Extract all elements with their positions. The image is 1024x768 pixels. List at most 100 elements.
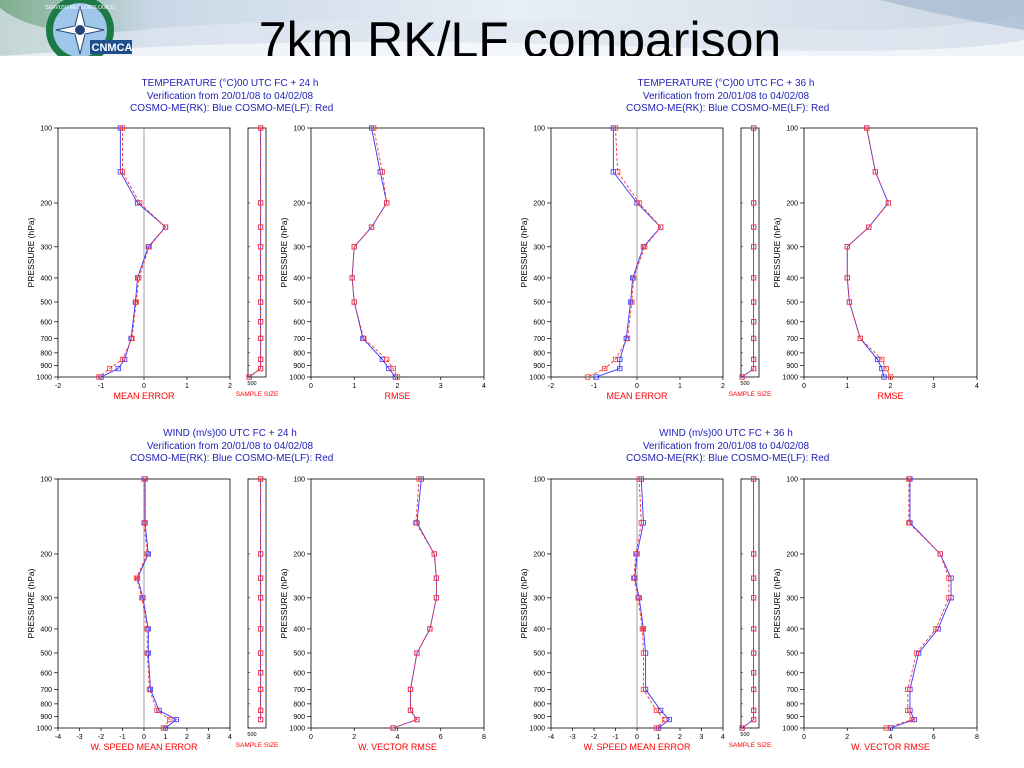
data-point-lf xyxy=(107,365,113,372)
y-tick-label: 200 xyxy=(533,200,545,207)
data-point-lf xyxy=(394,374,401,380)
data-point-lf xyxy=(371,125,377,131)
data-point-lf xyxy=(844,244,850,250)
data-point-lf xyxy=(751,356,757,363)
series-line-lf xyxy=(846,127,891,378)
y-tick-label: 400 xyxy=(40,275,52,282)
x-tick-label: -3 xyxy=(76,734,82,741)
data-point-lf xyxy=(857,335,863,342)
x-tick-label: -1 xyxy=(119,734,125,741)
data-point-lf xyxy=(636,476,642,482)
data-point-lf xyxy=(351,299,357,305)
data-point-lf xyxy=(751,275,757,281)
data-point-lf xyxy=(612,125,619,131)
series-line-lf xyxy=(633,478,666,729)
banner-background xyxy=(0,0,1024,56)
series-line-lf xyxy=(135,479,171,729)
data-point-lf xyxy=(885,200,891,206)
data-point-lf xyxy=(638,520,644,526)
x-tick-label: 2 xyxy=(352,734,356,741)
data-point-lf xyxy=(612,356,619,363)
data-point-lf xyxy=(257,476,264,482)
data-point-lf xyxy=(906,520,912,526)
series-line-lf xyxy=(248,128,262,378)
panel-header-line2: Verification from 20/01/08 to 04/02/08 xyxy=(642,440,810,452)
series-line-rk xyxy=(846,127,889,378)
x-tick-label: -2 xyxy=(591,734,597,741)
y-tick-label: 300 xyxy=(293,595,305,602)
panel-header-temp-24: TEMPERATURE (°C)00 UTC FC + 24 h Verific… xyxy=(130,78,333,116)
series-line-lf xyxy=(393,478,437,729)
y-tick-label: 400 xyxy=(786,626,798,633)
x-tick-label: 4 xyxy=(396,734,400,741)
y-tick-label: 1000 xyxy=(529,726,545,733)
data-point-lf xyxy=(887,374,894,380)
y-tick-label: 300 xyxy=(786,595,798,602)
y-tick-label: 1000 xyxy=(36,375,52,382)
y-tick-label: 600 xyxy=(533,319,545,326)
x-tick-label: 500 xyxy=(247,381,256,387)
data-point-lf xyxy=(257,244,264,250)
series-line-lf xyxy=(741,479,755,729)
data-point-lf xyxy=(635,595,641,601)
x-tick-label: 6 xyxy=(932,734,936,741)
data-point-lf xyxy=(349,275,355,281)
x-tick-label: 1 xyxy=(657,734,661,741)
x-axis-label: MEAN ERROR xyxy=(113,391,175,401)
data-point-lf xyxy=(390,725,396,731)
x-tick-label: 0 xyxy=(142,383,146,390)
y-tick-label: 500 xyxy=(40,300,52,307)
data-point-lf xyxy=(751,626,757,632)
y-tick-label: 600 xyxy=(293,319,305,326)
y-axis-label: PRESSURE (hPa) xyxy=(26,217,36,287)
x-axis-label: SAMPLE SIZE xyxy=(236,391,279,398)
series-line-rk xyxy=(100,128,167,378)
series-line-rk xyxy=(741,128,755,378)
y-tick-label: 700 xyxy=(533,336,545,343)
x-tick-label: 3 xyxy=(439,383,443,390)
data-point-lf xyxy=(946,575,952,581)
plot-frame xyxy=(740,478,760,729)
y-tick-label: 600 xyxy=(40,319,52,326)
y-tick-label: 1000 xyxy=(782,726,798,733)
data-point-lf xyxy=(751,244,757,250)
y-tick-label: 500 xyxy=(533,300,545,307)
y-tick-label: 900 xyxy=(40,714,52,721)
series-line-rk xyxy=(351,127,396,378)
data-point-lf xyxy=(413,520,419,526)
y-tick-label: 900 xyxy=(293,363,305,370)
y-tick-label: 1000 xyxy=(289,375,305,382)
y-tick-label: 800 xyxy=(293,350,305,357)
y-tick-label: 900 xyxy=(533,363,545,370)
x-axis-label: MEAN ERROR xyxy=(606,391,668,401)
y-tick-label: 400 xyxy=(786,275,798,282)
y-tick-label: 300 xyxy=(786,244,798,251)
data-point-lf xyxy=(144,626,150,632)
data-point-lf xyxy=(844,275,850,281)
data-point-lf xyxy=(639,626,645,632)
y-tick-label: 100 xyxy=(786,477,798,484)
data-point-lf xyxy=(872,169,878,175)
data-point-lf xyxy=(361,335,367,342)
y-tick-label: 800 xyxy=(40,701,52,708)
x-axis-label: SAMPLE SIZE xyxy=(236,742,279,749)
panel-header-line2: Verification from 20/01/08 to 04/02/08 xyxy=(146,440,314,452)
data-point-lf xyxy=(905,707,911,714)
series-line-lf xyxy=(741,128,755,378)
data-point-lf xyxy=(257,595,264,601)
data-point-lf xyxy=(584,374,591,380)
x-tick-label: 3 xyxy=(932,383,936,390)
data-point-lf xyxy=(629,299,635,305)
plot-frame xyxy=(247,478,267,729)
plot-frame xyxy=(740,127,760,378)
data-point-lf xyxy=(615,169,621,175)
data-point-lf xyxy=(631,575,637,581)
x-tick-label: 4 xyxy=(721,734,725,741)
panel-header-line2: Verification from 20/01/08 to 04/02/08 xyxy=(642,90,810,102)
y-tick-label: 700 xyxy=(40,336,52,343)
data-point-lf xyxy=(384,200,390,206)
y-tick-label: 1000 xyxy=(782,375,798,382)
data-point-lf xyxy=(602,365,608,372)
y-tick-label: 600 xyxy=(293,670,305,677)
